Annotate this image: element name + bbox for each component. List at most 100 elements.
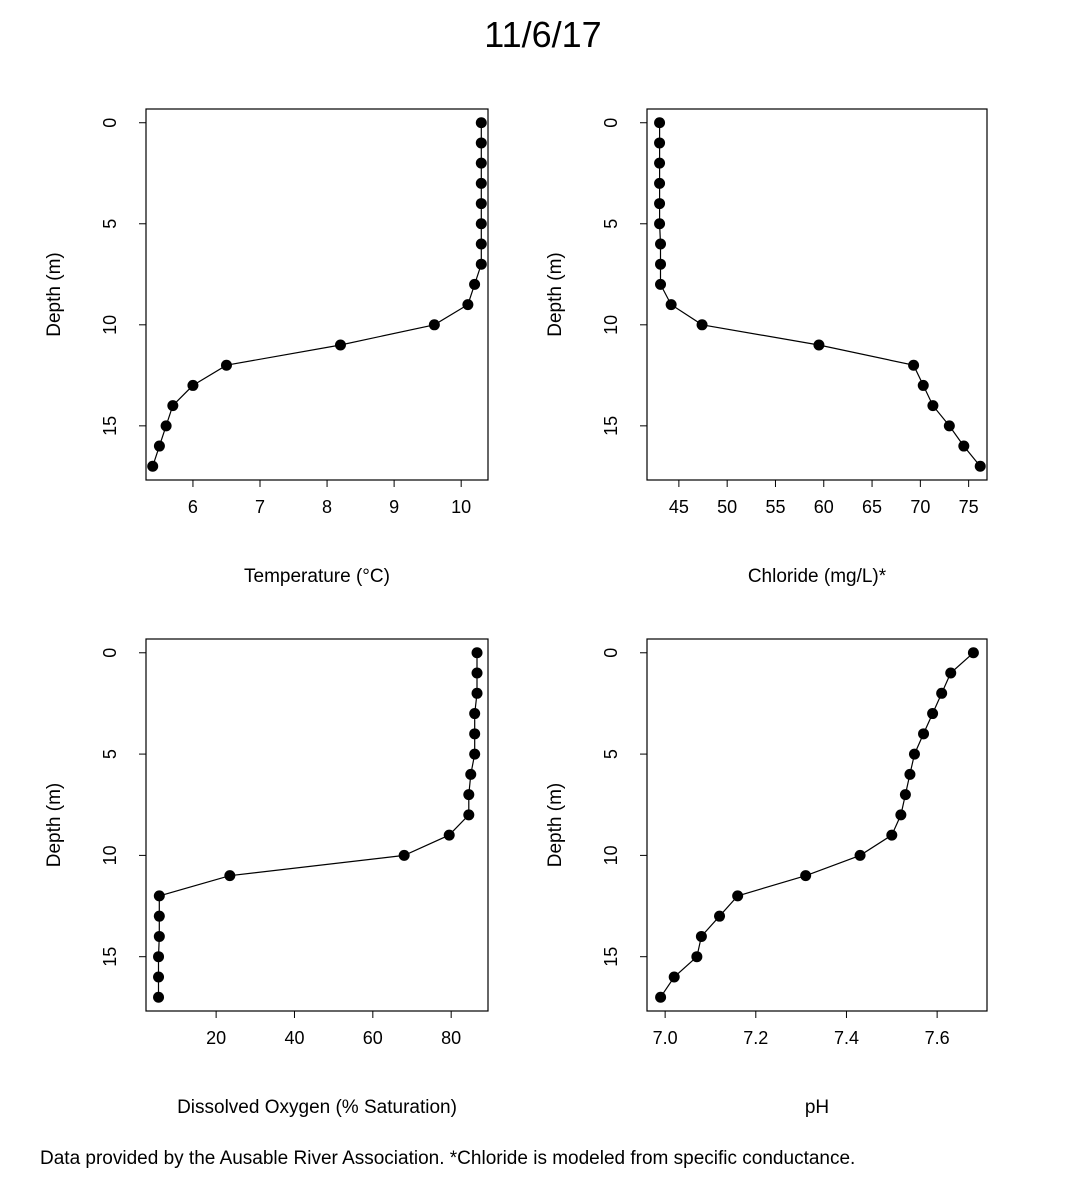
data-point bbox=[463, 809, 475, 821]
data-point bbox=[471, 687, 483, 699]
series-line bbox=[658, 122, 981, 467]
data-point bbox=[167, 400, 179, 412]
x-axis-title: Chloride (mg/L)* bbox=[748, 566, 887, 587]
series-line bbox=[152, 122, 482, 467]
y-tick-label: 0 bbox=[100, 118, 120, 128]
data-point bbox=[918, 728, 930, 740]
data-point bbox=[654, 177, 666, 189]
data-point bbox=[696, 319, 708, 331]
y-tick-label: 15 bbox=[100, 416, 120, 436]
data-point bbox=[695, 930, 707, 942]
x-tick-label: 20 bbox=[206, 1028, 226, 1048]
data-point bbox=[917, 379, 929, 391]
data-point bbox=[475, 157, 487, 169]
x-tick-label: 7.6 bbox=[925, 1028, 950, 1048]
y-tick-label: 10 bbox=[100, 845, 120, 865]
data-point bbox=[428, 319, 440, 331]
y-tick-label: 10 bbox=[100, 315, 120, 335]
x-tick-label: 7 bbox=[255, 497, 265, 517]
y-axis-title: Depth (m) bbox=[545, 783, 566, 867]
data-point bbox=[469, 728, 481, 740]
data-point bbox=[334, 339, 346, 351]
plot-frame bbox=[646, 638, 988, 1012]
data-point bbox=[958, 440, 970, 452]
data-point bbox=[854, 849, 866, 861]
data-point bbox=[475, 218, 487, 230]
y-tick-label: 5 bbox=[100, 219, 120, 229]
data-point bbox=[224, 870, 236, 882]
x-tick-label: 40 bbox=[284, 1028, 304, 1048]
data-point bbox=[654, 117, 666, 129]
data-point bbox=[469, 708, 481, 720]
x-tick-label: 60 bbox=[363, 1028, 383, 1048]
y-tick-label: 15 bbox=[601, 947, 621, 967]
data-point bbox=[654, 137, 666, 149]
x-tick-label: 50 bbox=[717, 497, 737, 517]
y-tick-label: 15 bbox=[601, 416, 621, 436]
data-point bbox=[668, 971, 680, 983]
data-point bbox=[475, 258, 487, 270]
data-point bbox=[665, 299, 677, 311]
y-tick-label: 5 bbox=[100, 749, 120, 759]
y-tick-label: 0 bbox=[601, 118, 621, 128]
panel-chloride: 45 50 55 60 65 70 75 0 5 10 15 Chloride (mg/L)* Dept… bbox=[545, 108, 988, 587]
data-point bbox=[463, 789, 475, 801]
page-title: 11/6/17 bbox=[484, 14, 602, 55]
data-point bbox=[904, 768, 916, 780]
y-axis-title: Depth (m) bbox=[44, 783, 65, 867]
data-point bbox=[147, 460, 159, 472]
x-tick-label: 60 bbox=[814, 497, 834, 517]
data-point bbox=[908, 748, 920, 760]
data-point bbox=[475, 137, 487, 149]
data-point bbox=[655, 991, 667, 1003]
y-tick-label: 0 bbox=[100, 648, 120, 658]
data-point bbox=[654, 218, 666, 230]
plot-frame bbox=[646, 108, 988, 481]
data-point bbox=[895, 809, 907, 821]
data-point bbox=[471, 647, 483, 659]
x-tick-label: 9 bbox=[389, 497, 399, 517]
data-point bbox=[220, 359, 232, 371]
data-point bbox=[813, 339, 825, 351]
footnote: Data provided by the Ausable River Assoc… bbox=[40, 1148, 856, 1169]
data-point bbox=[462, 299, 474, 311]
x-axis-title: pH bbox=[805, 1097, 829, 1118]
data-point bbox=[475, 177, 487, 189]
data-point bbox=[908, 359, 920, 371]
data-point bbox=[475, 238, 487, 250]
x-tick-label: 70 bbox=[910, 497, 930, 517]
x-tick-label: 80 bbox=[441, 1028, 461, 1048]
y-tick-label: 10 bbox=[601, 315, 621, 335]
plot-frame bbox=[145, 638, 489, 1012]
data-point bbox=[654, 157, 666, 169]
x-axis-title: Temperature (°C) bbox=[244, 566, 390, 587]
y-tick-label: 5 bbox=[601, 219, 621, 229]
y-tick-label: 15 bbox=[100, 947, 120, 967]
y-tick-label: 0 bbox=[601, 648, 621, 658]
x-tick-label: 45 bbox=[669, 497, 689, 517]
data-point bbox=[974, 460, 986, 472]
data-point bbox=[800, 870, 812, 882]
data-point bbox=[153, 910, 165, 922]
data-point bbox=[927, 400, 939, 412]
data-point bbox=[153, 930, 165, 942]
x-tick-label: 55 bbox=[765, 497, 785, 517]
data-point bbox=[153, 971, 165, 983]
x-tick-label: 6 bbox=[188, 497, 198, 517]
series-line bbox=[157, 652, 478, 998]
data-point bbox=[967, 647, 979, 659]
data-point bbox=[153, 440, 165, 452]
panel-dissolved-oxygen: 20 40 60 80 0 5 10 15 Dissolved Oxygen (% Satura… bbox=[44, 638, 489, 1118]
x-axis-title: Dissolved Oxygen (% Saturation) bbox=[177, 1097, 457, 1118]
y-tick-label: 5 bbox=[601, 749, 621, 759]
x-tick-label: 10 bbox=[451, 497, 471, 517]
y-axis-title: Depth (m) bbox=[545, 252, 566, 336]
data-point bbox=[945, 667, 957, 679]
data-point bbox=[443, 829, 455, 841]
x-tick-label: 7.4 bbox=[834, 1028, 859, 1048]
data-point bbox=[475, 198, 487, 210]
data-point bbox=[943, 420, 955, 432]
data-point bbox=[655, 278, 667, 290]
data-point bbox=[655, 258, 667, 270]
plot-frame bbox=[145, 108, 489, 481]
